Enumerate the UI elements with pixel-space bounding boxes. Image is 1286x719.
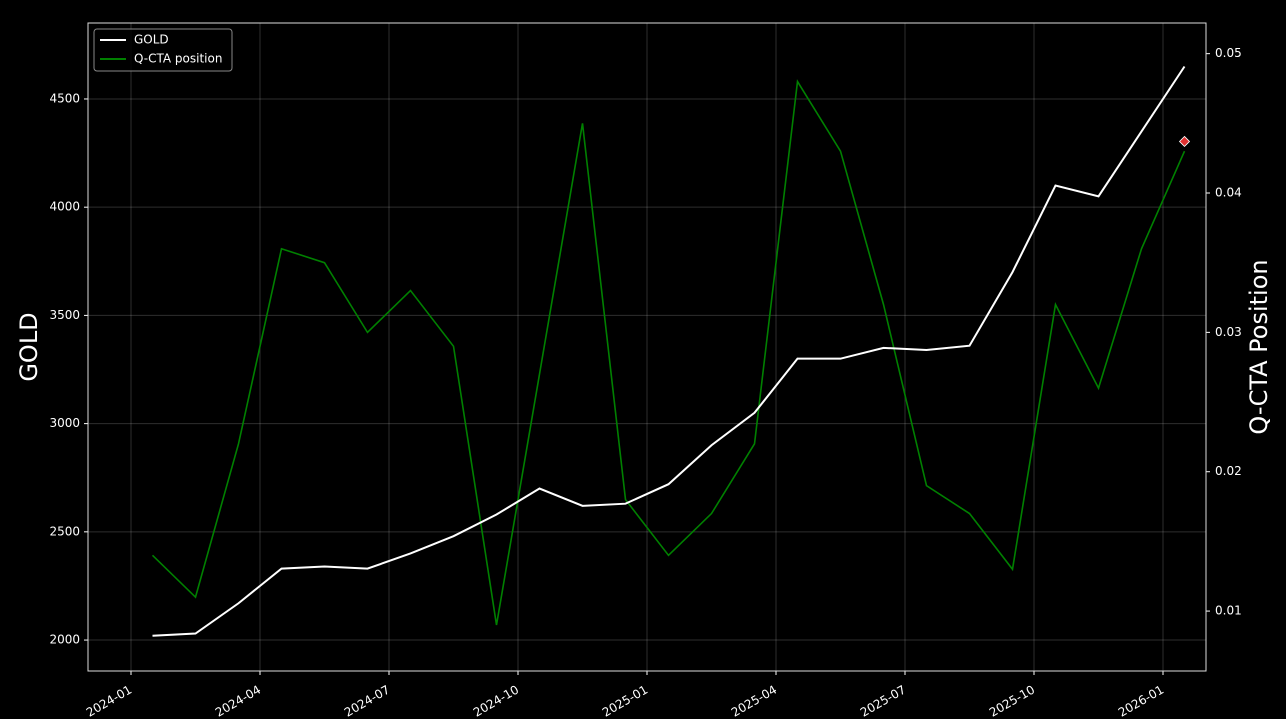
y2-tick-label: 0.04 — [1215, 186, 1242, 200]
legend-box — [93, 28, 233, 72]
series-line — [151, 79, 1186, 626]
y2-tick-label: 0.03 — [1215, 325, 1242, 339]
y-axis-label: GOLD — [15, 312, 43, 381]
y2-tick-label: 0.05 — [1215, 46, 1242, 60]
legend-label: GOLD — [134, 33, 169, 47]
y-tick-label: 2000 — [49, 633, 80, 647]
plot-frame — [87, 22, 1207, 672]
y2-tick-label: 0.02 — [1215, 464, 1242, 478]
y-tick-label: 3000 — [49, 416, 80, 430]
y2-tick-label: 0.01 — [1215, 604, 1242, 618]
last-marker — [1178, 135, 1191, 148]
y-tick-label: 4500 — [49, 91, 80, 105]
y-tick-label: 2500 — [49, 524, 80, 538]
y-tick-label: 3500 — [49, 308, 80, 322]
y2-axis-label: Q-CTA Position — [1245, 259, 1273, 434]
legend-label: Q-CTA position — [134, 52, 222, 66]
y-tick-label: 4000 — [49, 200, 80, 214]
series-line — [152, 65, 1186, 637]
